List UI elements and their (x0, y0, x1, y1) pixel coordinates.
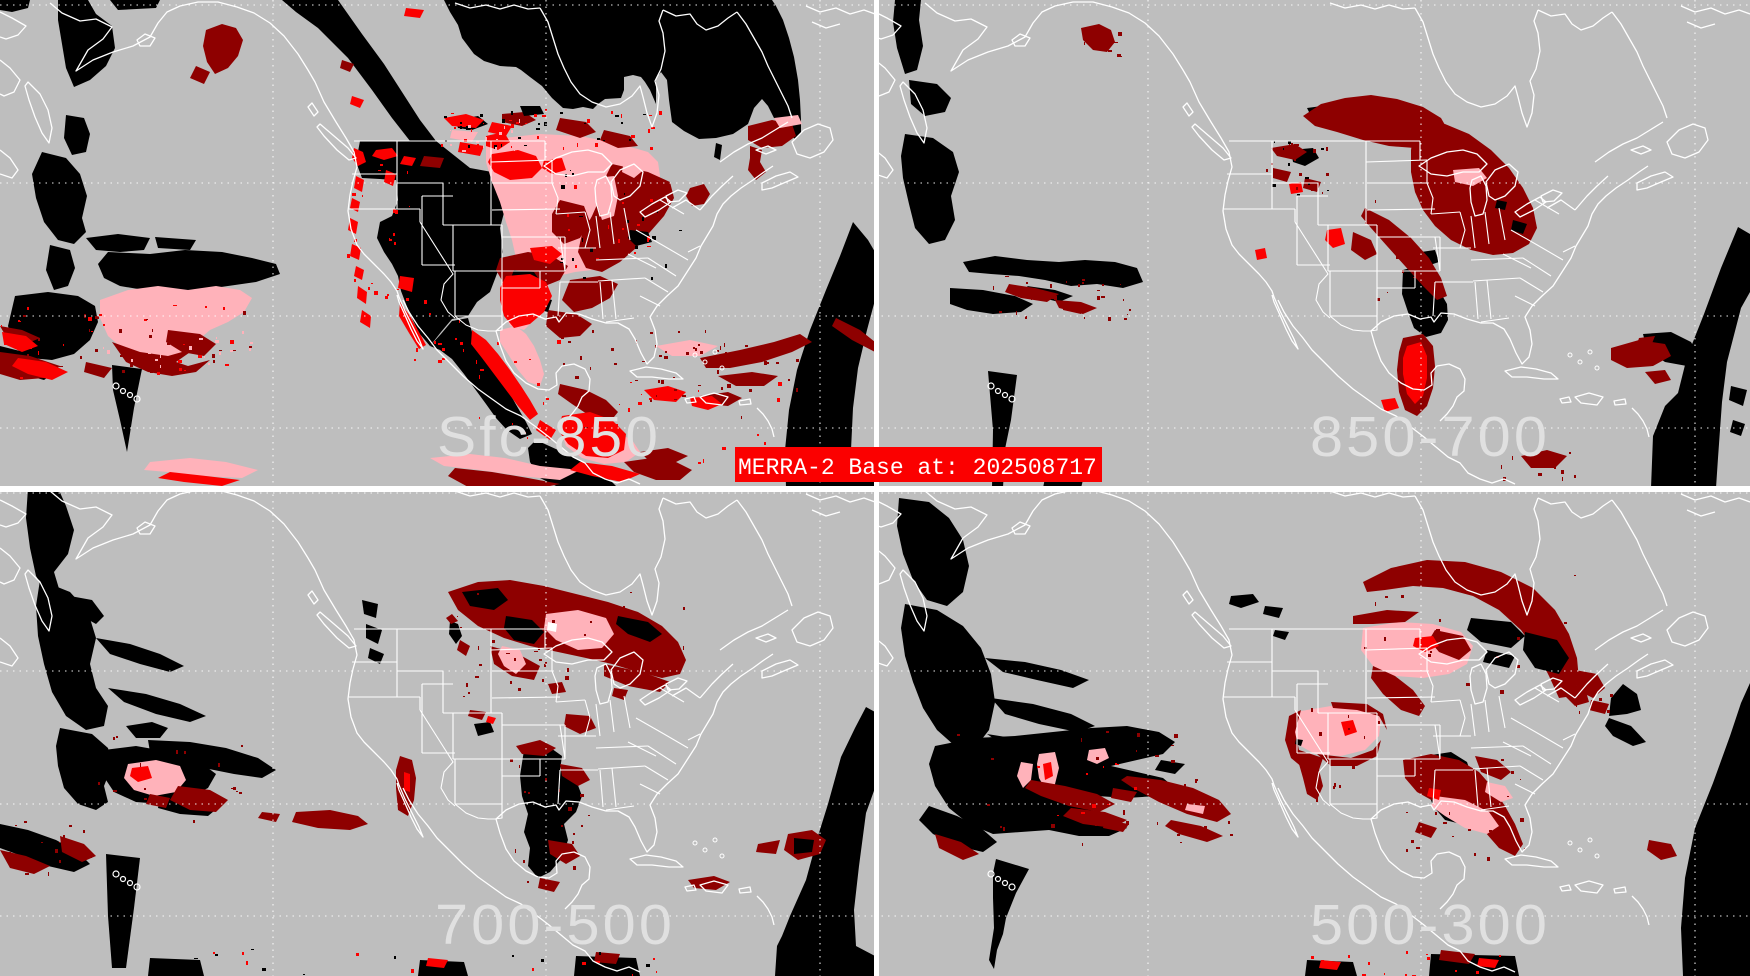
svg-text:700-500: 700-500 (435, 893, 675, 957)
svg-text:500-300: 500-300 (1310, 893, 1550, 957)
svg-text:MERRA-2 Base at: 202508717: MERRA-2 Base at: 202508717 (738, 455, 1097, 481)
svg-text:850-700: 850-700 (1310, 405, 1550, 469)
svg-text:Sfc-850: Sfc-850 (437, 405, 661, 469)
